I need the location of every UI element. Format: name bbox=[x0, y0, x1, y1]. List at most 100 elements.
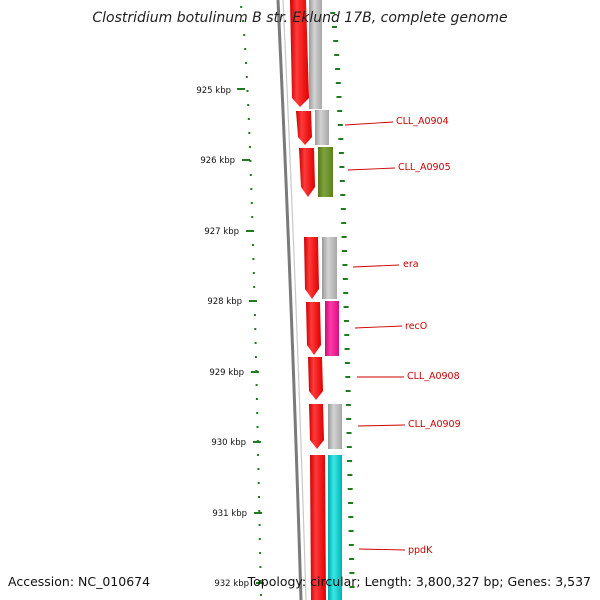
minor-tick-dash bbox=[348, 502, 353, 504]
minor-tick-dash bbox=[337, 124, 343, 126]
minor-tick-dash bbox=[349, 558, 355, 560]
tick-label: 927 kbp bbox=[204, 227, 239, 237]
major-tick bbox=[249, 300, 257, 302]
gene-arrow bbox=[304, 237, 319, 299]
topology-label: Topology: circular; Length: 3,800,327 bp… bbox=[247, 574, 591, 589]
minor-tick-dash bbox=[346, 418, 352, 420]
leader-line bbox=[358, 548, 406, 551]
minor-tick-dot bbox=[252, 258, 255, 260]
minor-tick-dot bbox=[249, 174, 252, 176]
label-leader-lines bbox=[344, 121, 406, 551]
major-tick bbox=[256, 582, 264, 584]
minor-tick-dot bbox=[259, 594, 262, 596]
minor-tick-dot bbox=[248, 146, 251, 148]
minor-tick-dash bbox=[335, 68, 341, 70]
major-tick bbox=[253, 441, 261, 443]
minor-tick-dash bbox=[347, 488, 353, 490]
major-tick bbox=[242, 159, 250, 161]
gene-label: ppdK bbox=[408, 545, 433, 556]
tick-label: 929 kbp bbox=[209, 368, 244, 378]
genome-backbone-inner bbox=[282, 0, 307, 600]
tick-label: 928 kbp bbox=[207, 297, 242, 307]
minor-tick-dash bbox=[345, 376, 351, 378]
genome-title: Clostridium botulinum B str. Eklund 17B,… bbox=[92, 10, 508, 26]
minor-tick-dash bbox=[348, 544, 354, 546]
tick-label: 930 kbp bbox=[211, 438, 246, 448]
gene-arrow bbox=[296, 111, 312, 145]
minor-tick-dash bbox=[340, 194, 346, 196]
minor-tick-dash bbox=[347, 460, 353, 462]
minor-tick-dot bbox=[242, 20, 244, 22]
genome-backbone-outer bbox=[276, 0, 303, 600]
minor-tick-dot bbox=[258, 524, 261, 526]
minor-tick-dash bbox=[334, 54, 340, 56]
minor-tick-dot bbox=[259, 552, 262, 554]
minor-tick-dash bbox=[344, 334, 350, 336]
major-tick bbox=[251, 371, 259, 373]
gene-arrow bbox=[290, 0, 309, 107]
feature-boxes bbox=[309, 0, 342, 600]
minor-tick-dash bbox=[342, 278, 348, 280]
minor-tick-dot bbox=[252, 272, 255, 274]
minor-tick-dot bbox=[256, 412, 259, 414]
leader-line bbox=[344, 121, 394, 126]
feature-box-gray bbox=[322, 237, 337, 299]
minor-tick-dot bbox=[258, 496, 260, 498]
minor-tick-dot bbox=[258, 538, 261, 540]
tick-label: 925 kbp bbox=[196, 86, 231, 96]
major-tick bbox=[237, 88, 245, 90]
leader-line bbox=[352, 264, 400, 268]
minor-tick-dot bbox=[257, 482, 260, 484]
minor-tick-dash bbox=[343, 320, 349, 322]
minor-tick-dot bbox=[254, 328, 257, 330]
gene-label: era bbox=[403, 259, 419, 270]
major-ticks bbox=[237, 88, 264, 584]
minor-tick-dash bbox=[338, 152, 344, 154]
minor-tick-dash bbox=[349, 572, 355, 574]
minor-tick-dash bbox=[341, 236, 347, 238]
minor-tick-dot bbox=[243, 34, 246, 36]
minor-tick-dot bbox=[248, 132, 251, 134]
minor-tick-dash bbox=[348, 530, 354, 532]
gene-labels: CLL_A0904 CLL_A0905 era recO CLL_A0908 C… bbox=[396, 116, 461, 556]
minor-tick-dash bbox=[344, 362, 350, 364]
minor-tick-dot bbox=[259, 566, 262, 568]
minor-tick-dot bbox=[256, 426, 259, 428]
gene-label: CLL_A0904 bbox=[396, 116, 449, 127]
minor-tick-dash bbox=[330, 12, 336, 14]
leader-line bbox=[357, 424, 406, 427]
forward-strand-genes bbox=[290, 0, 326, 600]
minor-tick-dash bbox=[347, 474, 353, 476]
minor-tick-dash bbox=[344, 348, 350, 350]
minor-tick-dot bbox=[253, 286, 256, 288]
feature-box-magenta bbox=[325, 301, 339, 356]
accession-label: Accession: NC_010674 bbox=[8, 574, 151, 589]
leader-line bbox=[354, 325, 403, 329]
gene-arrow bbox=[308, 357, 323, 400]
feature-box-gray bbox=[328, 404, 342, 449]
minor-tick-dash bbox=[343, 292, 349, 294]
feature-box-gray bbox=[309, 0, 322, 109]
minor-tick-dash bbox=[333, 40, 339, 42]
minor-tick-dot bbox=[254, 356, 257, 358]
minor-tick-dash bbox=[342, 250, 347, 252]
minor-tick-dot bbox=[259, 580, 262, 582]
minor-tick-dot bbox=[250, 188, 253, 190]
gene-label: CLL_A0908 bbox=[407, 371, 460, 382]
minor-tick-dash bbox=[348, 516, 354, 518]
minor-tick-dot bbox=[250, 202, 253, 204]
minor-tick-dot bbox=[240, 6, 243, 8]
minor-tick-dot bbox=[252, 244, 254, 246]
minor-tick-dot bbox=[249, 160, 252, 162]
minor-tick-dash bbox=[346, 432, 352, 434]
minor-tick-dot bbox=[246, 90, 249, 92]
minor-tick-dot bbox=[245, 76, 248, 78]
major-tick bbox=[246, 230, 254, 232]
minor-tick-dash bbox=[342, 264, 348, 266]
gene-arrow bbox=[306, 302, 321, 355]
minor-tick-dots-right bbox=[330, 12, 355, 588]
feature-box-green bbox=[318, 147, 333, 197]
minor-tick-dash bbox=[346, 446, 352, 448]
leader-line bbox=[347, 167, 396, 171]
